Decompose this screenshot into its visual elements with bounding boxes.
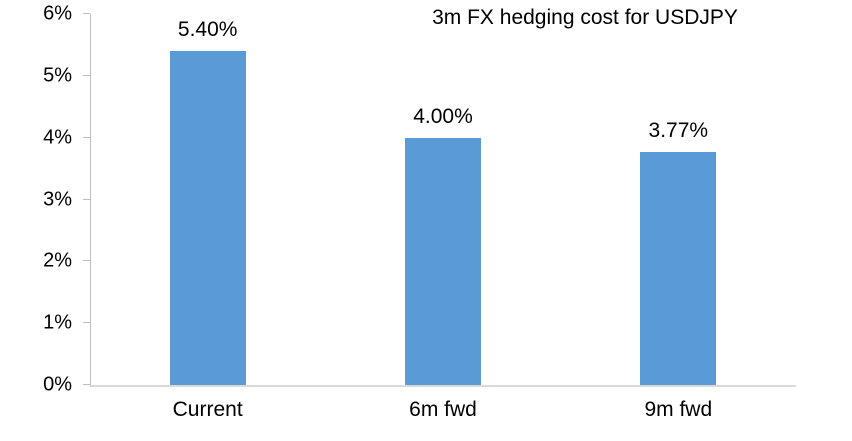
y-tick-mark [83, 322, 90, 324]
bar-series: 5.40% 4.00% 3.77% [90, 14, 796, 385]
y-axis-line [90, 14, 91, 385]
x-category-label: Current [172, 398, 243, 421]
y-tick-mark [83, 384, 90, 385]
x-category-label: 6m fwd [409, 398, 477, 421]
y-tick-mark [83, 198, 90, 200]
y-tick-label: 6% [43, 2, 72, 25]
y-tick-label: 0% [43, 373, 72, 396]
bar-group: 5.40% [90, 14, 325, 385]
y-tick-mark [83, 260, 90, 262]
bar-value-label: 4.00% [413, 104, 473, 128]
y-tick-label: 3% [43, 188, 72, 210]
y-tick-mark [83, 13, 90, 14]
y-tick-label: 1% [43, 311, 72, 334]
plot-area: 5.40% 4.00% 3.77% [83, 13, 796, 387]
chart-title: 3m FX hedging cost for USDJPY [432, 6, 738, 29]
bar-value-label: 3.77% [648, 118, 709, 142]
bar [404, 137, 481, 385]
bar-group: 3.77% [561, 14, 796, 385]
bar-value-label: 5.40% [177, 18, 238, 42]
y-tick-mark [83, 136, 90, 138]
x-axis-labels: Current 6m fwd 9m fwd [90, 398, 796, 422]
bar [169, 51, 246, 385]
y-tick-mark [83, 74, 90, 76]
x-axis-line [90, 385, 796, 387]
y-tick-label: 2% [43, 249, 72, 272]
y-tick-label: 4% [43, 126, 72, 149]
y-axis-labels: 0% 1% 2% 3% 4% 5% 6% [0, 3, 78, 396]
bar [640, 151, 717, 385]
bar-group: 4.00% [325, 14, 560, 385]
y-tick-label: 5% [43, 64, 72, 87]
x-category-label: 9m fwd [644, 398, 713, 421]
